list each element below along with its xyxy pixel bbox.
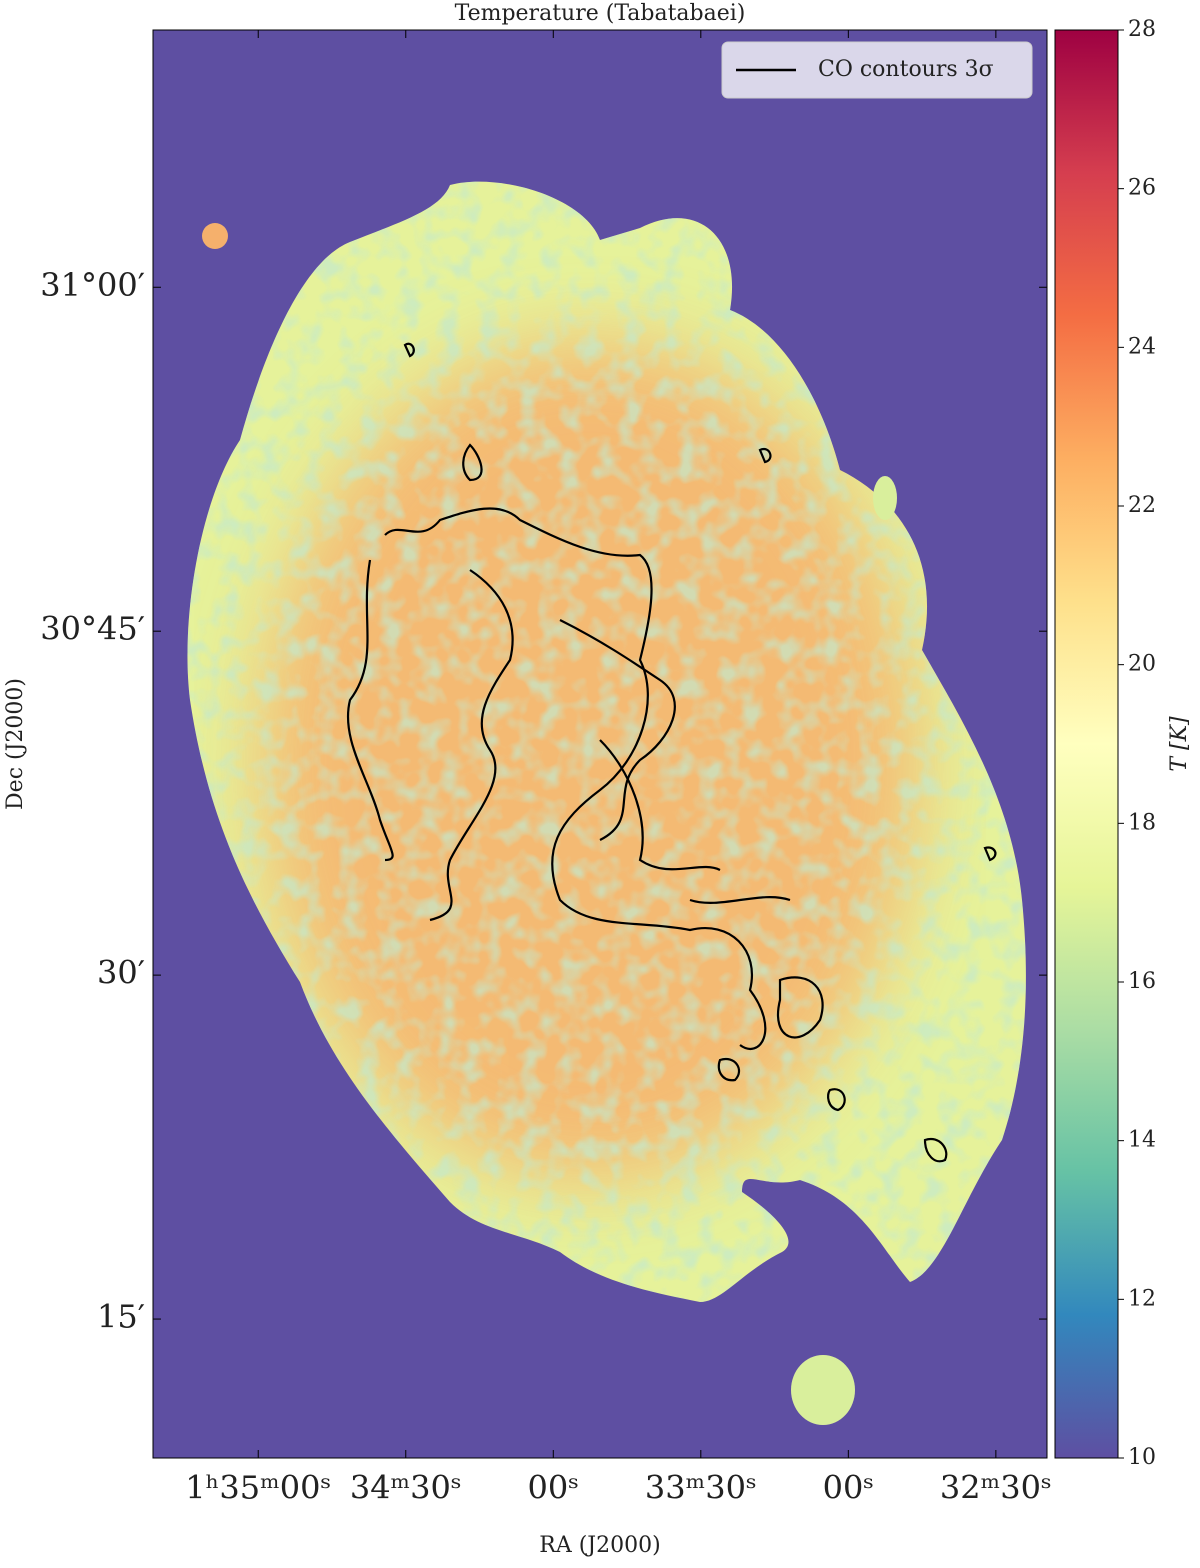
x-tick-label: 00ˢ (528, 1469, 580, 1507)
blob (202, 223, 228, 249)
co-contours (346, 342, 997, 1163)
legend-box (721, 41, 1033, 99)
x-tick-label: 34ᵐ30ˢ (350, 1469, 462, 1507)
legend-label: CO contours 3σ (818, 57, 994, 82)
x-tick-label: 1ʰ35ᵐ00ˢ (185, 1469, 331, 1507)
map (152, 29, 1048, 1459)
colorbar-tick-label: 26 (1128, 176, 1156, 201)
plot-frame (152, 29, 1048, 1459)
y-tick-label: 31°00′ (40, 266, 145, 304)
colorbar-tick-label: 14 (1128, 1128, 1156, 1153)
x-tick-label: 33ᵐ30ˢ (645, 1469, 757, 1507)
y-tick-label: 30°45′ (40, 610, 145, 648)
colorbar-tick-label: 10 (1128, 1445, 1156, 1470)
y-tick-label: 15′ (97, 1298, 145, 1336)
colorbar-tick-label: 18 (1128, 810, 1156, 835)
colorbar-tick-label: 24 (1128, 334, 1156, 359)
colorbar-label: T [K] (1167, 716, 1192, 772)
x-tick-label: 32ᵐ30ˢ (940, 1469, 1052, 1507)
blob (873, 476, 897, 520)
x-tick-label: 00ˢ (823, 1469, 875, 1507)
x-axis-label: RA (J2000) (539, 1533, 660, 1558)
colorbar-tick-label: 12 (1128, 1286, 1156, 1311)
colorbar-tick-label: 16 (1128, 969, 1156, 994)
chart-title: Temperature (Tabatabaei) (455, 1, 746, 26)
colorbar-tick-label: 28 (1128, 17, 1156, 42)
colorbar (1054, 29, 1119, 1459)
colorbar-tick-label: 20 (1128, 652, 1156, 677)
colorbar-tick-label: 22 (1128, 493, 1156, 518)
legend: CO contours 3σ (721, 41, 1033, 99)
y-axis-label: Dec (J2000) (3, 678, 28, 810)
blob (791, 1355, 855, 1425)
y-tick-label: 30′ (97, 954, 145, 992)
